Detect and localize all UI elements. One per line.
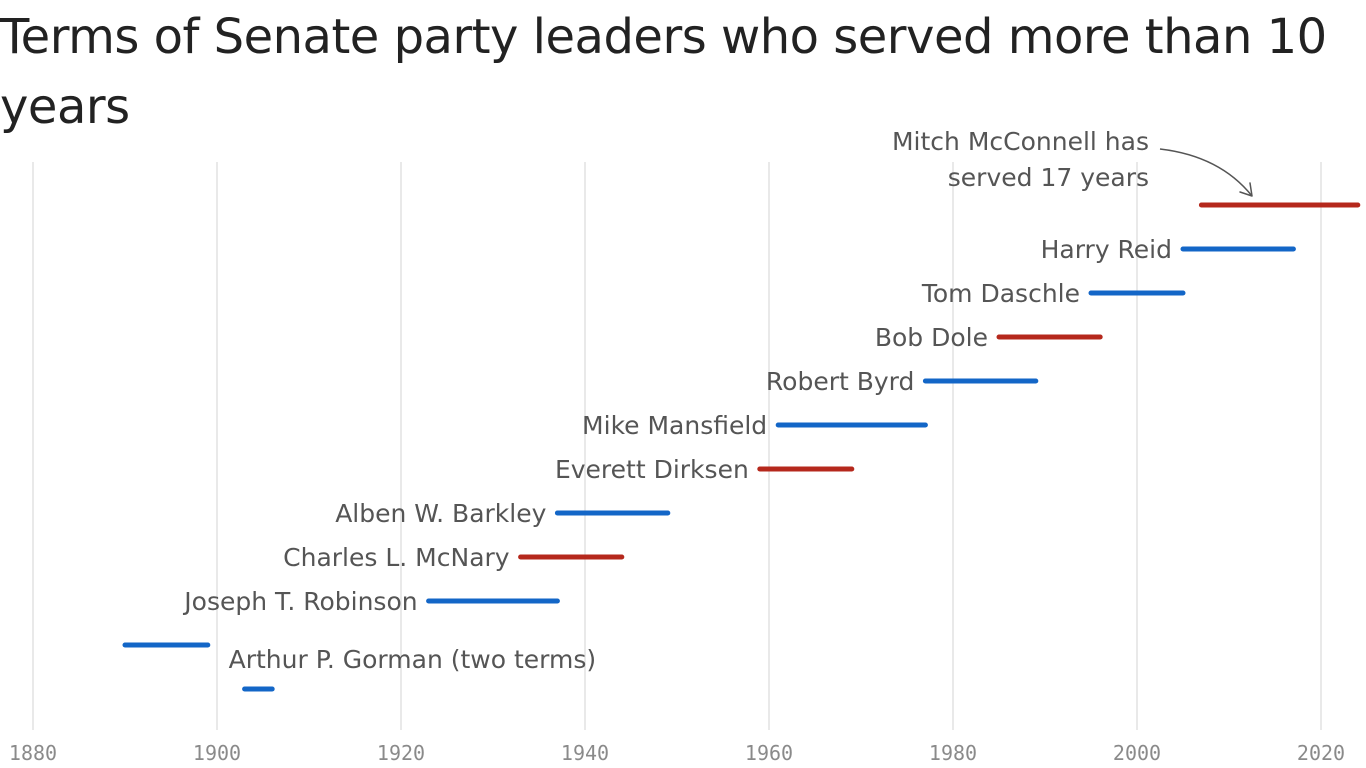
leader-label-alben-w-barkley: Alben W. Barkley bbox=[335, 499, 546, 528]
leader-label-charles-l-mcnary: Charles L. McNary bbox=[283, 543, 510, 572]
x-tick-label-1980: 1980 bbox=[929, 741, 977, 765]
leader-label-joseph-t-robinson: Joseph T. Robinson bbox=[182, 587, 417, 616]
leader-label-everett-dirksen: Everett Dirksen bbox=[555, 455, 749, 484]
annotation-line-1: Mitch McConnell has bbox=[892, 127, 1149, 156]
leader-label-tom-daschle: Tom Daschle bbox=[921, 279, 1080, 308]
annotation-arrowhead bbox=[1239, 182, 1253, 197]
leader-label-bob-dole: Bob Dole bbox=[875, 323, 988, 352]
x-tick-label-2020: 2020 bbox=[1297, 741, 1345, 765]
leader-label-arthur-p-gorman: Arthur P. Gorman (two terms) bbox=[229, 645, 597, 674]
x-tick-label-1960: 1960 bbox=[745, 741, 793, 765]
chart-title: Terms of Senate party leaders who served… bbox=[0, 9, 1327, 135]
annotation-line-2: served 17 years bbox=[948, 163, 1149, 192]
x-tick-label-1920: 1920 bbox=[377, 741, 425, 765]
leader-label-robert-byrd: Robert Byrd bbox=[766, 367, 914, 396]
x-tick-label-2000: 2000 bbox=[1113, 741, 1161, 765]
leader-label-harry-reid: Harry Reid bbox=[1041, 235, 1172, 264]
leader-label-mike-mansfield: Mike Mansfield bbox=[582, 411, 767, 440]
x-tick-label-1880: 1880 bbox=[9, 741, 57, 765]
annotation-arrow bbox=[1159, 148, 1253, 197]
x-tick-label-1940: 1940 bbox=[561, 741, 609, 765]
x-tick-label-1900: 1900 bbox=[193, 741, 241, 765]
